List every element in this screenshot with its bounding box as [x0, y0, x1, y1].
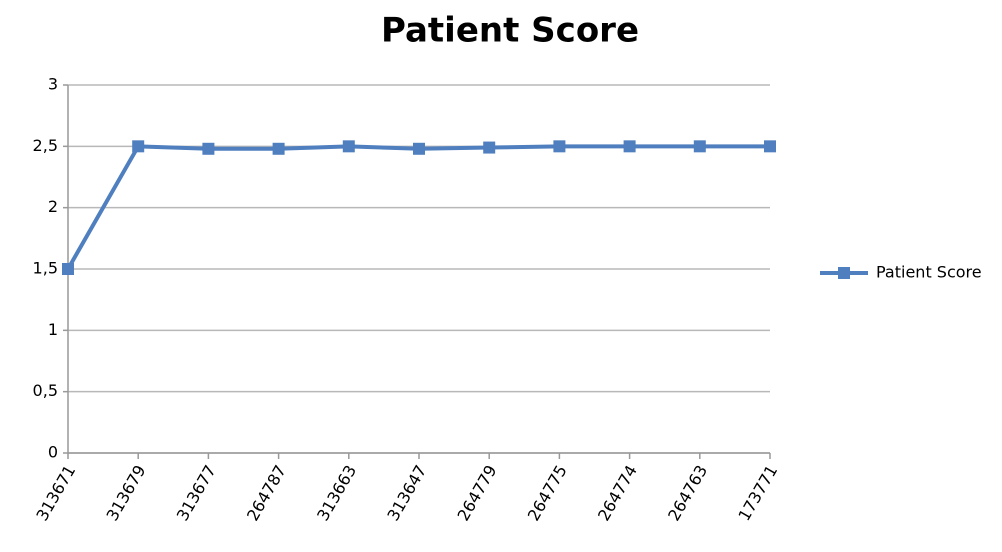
- x-tick-label: 264787: [243, 462, 290, 524]
- x-tick-label: 313671: [32, 462, 79, 524]
- x-tick-label: 264779: [454, 462, 501, 524]
- y-tick-label: 2: [48, 197, 58, 216]
- x-tick-label: 264774: [594, 462, 641, 524]
- x-tick-label: 264763: [664, 462, 711, 524]
- data-point: [202, 142, 215, 155]
- x-tick-label: 313679: [103, 462, 150, 524]
- data-point: [62, 263, 74, 275]
- y-tick-label: 2,5: [33, 136, 58, 155]
- y-tick-label: 1,5: [33, 259, 58, 278]
- data-point: [272, 142, 285, 155]
- chart-title: Patient Score: [381, 11, 639, 51]
- x-tick-label: 313663: [313, 462, 360, 524]
- data-point: [132, 140, 145, 153]
- data-point: [413, 142, 425, 155]
- data-point: [553, 140, 566, 153]
- data-point: [693, 140, 706, 153]
- legend-label: Patient Score: [876, 263, 982, 282]
- legend-marker: [838, 267, 850, 279]
- y-tick-label: 0,5: [33, 381, 58, 400]
- data-point: [764, 140, 776, 153]
- x-tick-label: 264775: [524, 462, 571, 524]
- data-point: [483, 141, 496, 154]
- y-tick-label: 0: [48, 443, 58, 462]
- y-tick-label: 3: [48, 75, 58, 94]
- x-tick-label: 173771: [734, 462, 781, 524]
- x-tick-label: 313677: [173, 462, 220, 524]
- y-tick-label: 1: [48, 320, 58, 339]
- x-tick-label: 313647: [383, 462, 430, 524]
- data-point: [623, 140, 636, 153]
- data-point: [342, 140, 355, 153]
